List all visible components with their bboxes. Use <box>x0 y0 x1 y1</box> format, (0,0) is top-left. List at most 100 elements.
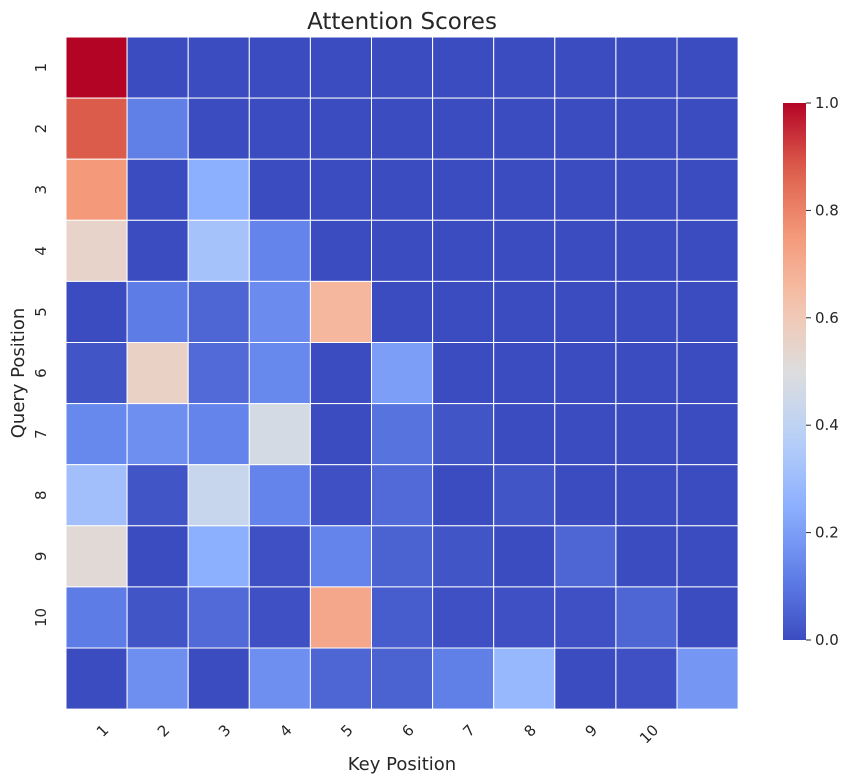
heatmap-cell <box>187 464 250 527</box>
heatmap-cell <box>676 525 739 588</box>
heatmap-cell <box>432 36 495 99</box>
heatmap-cell <box>432 97 495 160</box>
heatmap-cell <box>371 464 434 527</box>
heatmap-cell <box>371 647 434 710</box>
y-tick-label: 4 <box>32 246 50 256</box>
heatmap-cell <box>493 525 556 588</box>
heatmap-cell <box>676 219 739 282</box>
x-tick-label: 7 <box>459 721 478 740</box>
heatmap-cell <box>65 158 128 221</box>
x-tick-label: 9 <box>582 721 601 740</box>
heatmap-cell <box>126 97 189 160</box>
heatmap-cell <box>554 525 617 588</box>
heatmap-cell <box>309 525 372 588</box>
heatmap-cell <box>676 36 739 99</box>
heatmap-cell <box>126 525 189 588</box>
heatmap-cell <box>493 158 556 221</box>
heatmap-cell <box>615 158 678 221</box>
heatmap-cell <box>432 280 495 343</box>
x-tick-label: 4 <box>276 721 295 740</box>
colorbar-tick-label: 0.4 <box>815 416 839 434</box>
heatmap-cell <box>554 219 617 282</box>
heatmap-cell <box>615 280 678 343</box>
y-tick-label: 7 <box>32 429 50 439</box>
heatmap-cell <box>126 586 189 649</box>
heatmap-cell <box>65 403 128 466</box>
heatmap-cell <box>554 586 617 649</box>
colorbar <box>783 103 806 640</box>
heatmap-cell <box>676 97 739 160</box>
heatmap-cell <box>554 36 617 99</box>
heatmap-cell <box>432 464 495 527</box>
chart-title: Attention Scores <box>307 9 497 35</box>
heatmap-cell <box>554 464 617 527</box>
heatmap-cell <box>309 219 372 282</box>
heatmap-cell <box>676 158 739 221</box>
heatmap-cell <box>371 525 434 588</box>
heatmap-cell <box>248 342 311 405</box>
heatmap-cell <box>615 97 678 160</box>
x-tick-label: 2 <box>154 721 173 740</box>
heatmap-cell <box>493 647 556 710</box>
heatmap-cell <box>309 36 372 99</box>
heatmap-cell <box>309 464 372 527</box>
heatmap-cell <box>65 280 128 343</box>
heatmap-cell <box>432 219 495 282</box>
heatmap-cell <box>615 219 678 282</box>
heatmap-cell <box>248 586 311 649</box>
heatmap-cell <box>493 97 556 160</box>
heatmap-cell <box>371 97 434 160</box>
heatmap-cell <box>187 525 250 588</box>
heatmap-cell <box>676 647 739 710</box>
heatmap-cell <box>126 403 189 466</box>
heatmap-cell <box>371 342 434 405</box>
heatmap-cell <box>65 525 128 588</box>
heatmap-cell <box>432 403 495 466</box>
x-tick-label: 1 <box>93 721 112 740</box>
heatmap-cell <box>493 403 556 466</box>
y-tick-label: 3 <box>32 185 50 195</box>
heatmap-cell <box>432 647 495 710</box>
heatmap-cell <box>187 158 250 221</box>
heatmap-cell <box>615 464 678 527</box>
colorbar-tick-label: 0.0 <box>815 631 839 649</box>
heatmap-cell <box>371 586 434 649</box>
heatmap-cell <box>248 403 311 466</box>
heatmap-cell <box>615 525 678 588</box>
heatmap-cell <box>432 586 495 649</box>
heatmap-cell <box>309 158 372 221</box>
colorbar-tick-label: 0.2 <box>815 524 839 542</box>
heatmap-cell <box>676 280 739 343</box>
heatmap-cell <box>65 36 128 99</box>
heatmap-cell <box>309 403 372 466</box>
y-tick-label: 1 <box>32 63 50 73</box>
heatmap-cell <box>615 586 678 649</box>
heatmap-cell <box>65 586 128 649</box>
heatmap-cell <box>615 342 678 405</box>
heatmap-cell <box>309 97 372 160</box>
heatmap-cell <box>371 280 434 343</box>
x-tick-label: 10 <box>636 721 662 747</box>
heatmap-cell <box>126 280 189 343</box>
heatmap-cell <box>554 403 617 466</box>
heatmap-cell <box>493 36 556 99</box>
heatmap-cell <box>248 97 311 160</box>
heatmap-cell <box>615 403 678 466</box>
heatmap-cell <box>676 403 739 466</box>
heatmap-cell <box>65 97 128 160</box>
heatmap-cell <box>309 342 372 405</box>
heatmap-cell <box>371 219 434 282</box>
heatmap-cell <box>493 342 556 405</box>
heatmap-cell <box>187 219 250 282</box>
y-tick-label: 8 <box>32 490 50 500</box>
heatmap-cell <box>676 464 739 527</box>
colorbar-tick-label: 0.8 <box>815 201 839 219</box>
y-tick-label: 10 <box>32 608 50 627</box>
heatmap-cell <box>248 36 311 99</box>
heatmap-cell <box>493 219 556 282</box>
heatmap-cell <box>371 158 434 221</box>
heatmap-cell <box>248 525 311 588</box>
heatmap-cell <box>493 280 556 343</box>
heatmap-cell <box>248 219 311 282</box>
heatmap-cell <box>65 342 128 405</box>
